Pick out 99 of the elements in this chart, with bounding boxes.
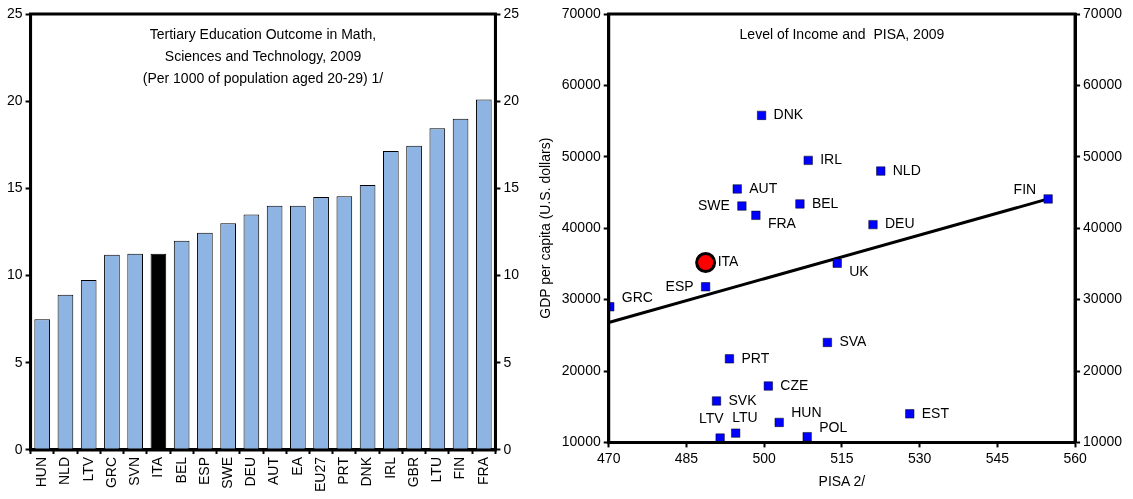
y2-tick-label: 40000: [1083, 219, 1123, 236]
x-axis-title: PISA 2/: [818, 473, 866, 490]
y2-tick-label: 70000: [1083, 4, 1123, 21]
annotation: PRT: [741, 349, 770, 366]
y-tick-label: 10000: [561, 433, 601, 450]
x-tick-label: EU27: [311, 456, 328, 493]
x-tick-label: 530: [907, 449, 932, 466]
annotation: UK: [849, 263, 870, 280]
point: [695, 251, 717, 273]
y-tick-label: 20000: [561, 361, 601, 378]
y-tick-label: 40000: [561, 219, 601, 236]
y2-tick-label: 15: [503, 179, 520, 196]
x-tick-label: 485: [674, 449, 699, 466]
annotation: SWE: [698, 196, 730, 213]
annotation: FIN: [1013, 180, 1037, 197]
x-tick-label: GBR: [404, 456, 421, 488]
y2-tick-label: 50000: [1083, 147, 1123, 164]
y-tick-label: 20: [6, 92, 23, 109]
annotation: SVK: [728, 391, 758, 408]
point: [724, 354, 734, 364]
point: [763, 381, 773, 391]
x-tick-label: ESP: [195, 456, 212, 485]
y2-tick-label: 5: [503, 353, 512, 370]
point: [712, 396, 721, 406]
point: [802, 432, 812, 442]
x-tick-label: AUT: [265, 456, 282, 485]
point: [757, 110, 767, 120]
y-tick-label: 5: [14, 353, 23, 370]
annotation: NLD: [892, 161, 921, 178]
point: [905, 409, 915, 419]
x-tick-label: 515: [830, 449, 854, 466]
point: [701, 282, 711, 292]
y-tick-label: 15: [6, 179, 23, 196]
x-tick-label: DEU: [242, 456, 259, 487]
x-tick-label: ITA: [149, 456, 166, 478]
text: Tertiary Education Outcome in Math, Sciences and Technology, 2009 (Per 1000 of population aged 20-29) 1/: [142, 25, 384, 86]
annotation: DNK: [773, 106, 804, 123]
x-tick-label: 560: [1063, 449, 1087, 466]
y-tick-label: 10: [6, 266, 23, 283]
x-tick-label: NLD: [56, 456, 73, 485]
annotation: DEU: [884, 215, 915, 232]
annotation: EST: [921, 404, 950, 421]
y-tick-label: 30000: [561, 290, 601, 307]
x-tick-label: IRL: [381, 456, 398, 479]
point: [732, 184, 742, 194]
y2-tick-label: 10: [503, 266, 520, 283]
x-tick-label: SWE: [219, 456, 235, 489]
point: [737, 201, 747, 211]
x-tick-label: HUN: [33, 456, 50, 488]
annotation: HUN: [791, 404, 822, 421]
y2-tick-label: 10000: [1083, 433, 1123, 450]
x-tick-label: BEL: [172, 456, 189, 484]
x-tick-label: LTV: [79, 456, 96, 482]
point: [822, 337, 832, 347]
x-tick-label: 500: [752, 449, 777, 466]
x-tick-label: 470: [597, 449, 621, 466]
annotation: LTU: [732, 408, 758, 425]
point: [795, 199, 805, 209]
x-tick-label: SVN: [126, 456, 143, 486]
point: [751, 210, 761, 220]
y-tick-label: 70000: [561, 4, 601, 21]
x-tick-label: LTU: [428, 456, 445, 483]
y-axis-title: GDP per capita (U.S. dollars): [537, 137, 554, 319]
x-tick-label: FRA: [474, 456, 491, 485]
annotation: IRL: [820, 151, 843, 168]
x-tick-label: GRC: [102, 456, 119, 489]
x-tick-label: FIN: [451, 456, 468, 480]
y2-tick-label: 0: [503, 440, 512, 457]
point: [1043, 194, 1053, 204]
annotation: ITA: [717, 253, 740, 270]
annotation: LTV: [699, 409, 725, 426]
y-tick-label: 0: [14, 440, 23, 457]
y-tick-label: 25: [6, 4, 23, 21]
point: [876, 166, 886, 176]
annotation: CZE: [780, 376, 809, 393]
point: [803, 155, 813, 165]
annotation: POL: [819, 418, 848, 435]
annotation: GRC: [621, 288, 653, 305]
annotation: SVA: [839, 333, 868, 350]
point: [731, 428, 741, 438]
y2-tick-label: 30000: [1083, 290, 1123, 307]
annotation: FRA: [767, 215, 797, 232]
y2-tick-label: 20000: [1083, 361, 1123, 378]
annotation: BEL: [811, 194, 839, 211]
x-tick-label: DNK: [358, 456, 375, 487]
x-tick-label: 545: [985, 449, 1010, 466]
text: Level of Income and PISA, 2009: [739, 25, 945, 42]
y-tick-label: 50000: [561, 147, 601, 164]
annotation: AUT: [749, 179, 778, 196]
point: [868, 220, 878, 230]
y2-tick-label: 25: [503, 4, 520, 21]
x-tick-label: EA: [288, 456, 305, 476]
y2-tick-label: 20: [503, 92, 520, 109]
point: [832, 258, 842, 268]
point: [774, 417, 784, 427]
annotation: ESP: [665, 277, 694, 294]
x-tick-label: PRT: [335, 456, 352, 485]
y2-tick-label: 60000: [1083, 76, 1123, 93]
y-tick-label: 60000: [561, 76, 601, 93]
